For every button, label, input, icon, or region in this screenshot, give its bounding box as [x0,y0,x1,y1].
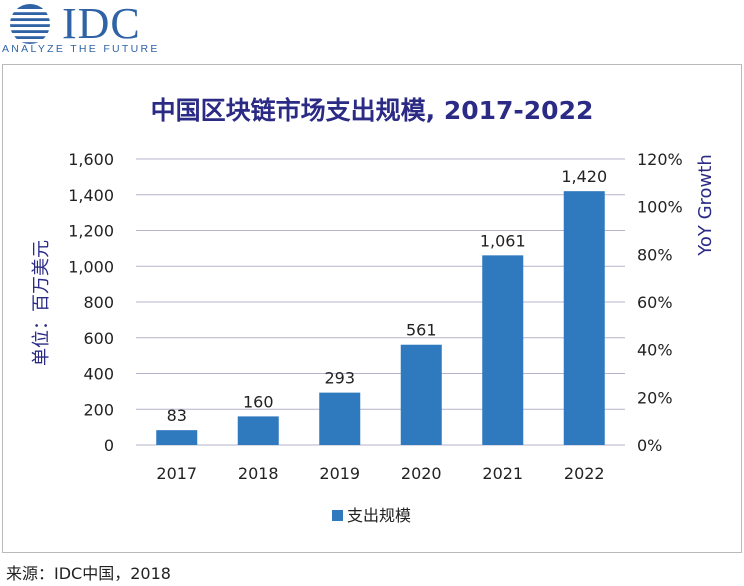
y-tick-label: 200 [83,400,114,419]
y-tick-label: 1,400 [68,186,114,205]
y-tick-label: 600 [83,329,114,348]
y-tick-label: 800 [83,293,114,312]
gridlines [136,158,625,446]
data-label: 293 [324,369,355,388]
x-tick-label: 2019 [319,464,360,483]
chart-title: 中国区块链市场支出规模, 2017-2022 [150,96,594,125]
y-tick-label: 0 [104,436,114,455]
y2-tick-label: 20% [637,388,673,407]
globe-icon [8,4,52,44]
bar [156,430,198,445]
y2-tick-label: 40% [637,341,673,360]
y2-axis-ticks: 0% 20% 40% 60% 80% 100% 120% [637,150,683,455]
y2-tick-label: 0% [637,436,662,455]
data-label: 1,061 [480,231,526,250]
x-tick-label: 2021 [482,464,523,483]
bar [400,344,442,445]
source-note: 来源：IDC中国，2018 [6,564,171,583]
y2-tick-label: 80% [637,245,673,264]
x-tick-label: 2018 [238,464,279,483]
y-tick-label: 1,200 [68,222,114,241]
legend-label: 支出规模 [347,506,411,525]
x-tick-label: 2017 [156,464,197,483]
y2-axis-label: YoY Growth [695,154,716,257]
y2-tick-label: 60% [637,293,673,312]
y-axis-label: 单位：百万美元 [31,240,52,366]
x-tick-label: 2020 [401,464,442,483]
bar [482,255,524,445]
legend: 支出规模 [332,506,411,525]
idc-logo: IDC ANALYZE THE FUTURE [0,0,200,60]
y-tick-label: 400 [83,365,114,384]
logo-tagline: ANALYZE THE FUTURE [2,43,160,55]
data-label: 160 [243,392,274,411]
bar [319,392,361,445]
y2-tick-label: 120% [637,150,683,169]
y-axis-ticks: 0 200 400 600 800 1,000 1,200 1,400 1,600 [68,150,114,455]
logo-text: IDC [62,0,141,48]
data-label: 83 [167,406,187,425]
y-tick-label: 1,600 [68,150,114,169]
bars [156,191,605,445]
data-label: 561 [406,321,437,340]
bar-chart: 83 160 293 561 1,061 1,420 0 200 400 600 800 1,000… [31,150,716,525]
bar [237,416,279,445]
chart-container: 中国区块链市场支出规模, 2017-2022 83 160 293 561 1,061 1… [2,64,742,553]
data-label: 1,420 [561,167,607,186]
y2-tick-label: 100% [637,198,683,217]
x-axis-ticks: 2017 2018 2019 2020 2021 2022 [156,464,604,483]
bar [563,191,605,445]
data-labels: 83 160 293 561 1,061 1,420 [167,167,608,425]
x-tick-label: 2022 [564,464,605,483]
legend-swatch [332,510,343,521]
y-tick-label: 1,000 [68,257,114,276]
